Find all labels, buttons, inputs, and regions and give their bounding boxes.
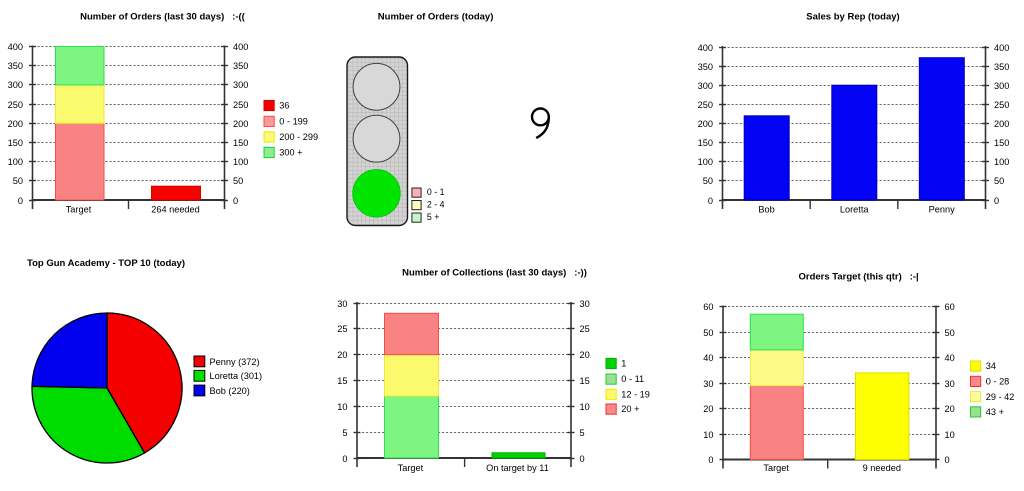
- svg-text:250: 250: [8, 100, 23, 110]
- svg-text:250: 250: [994, 100, 1009, 110]
- svg-text:20: 20: [703, 404, 713, 414]
- svg-text:30: 30: [945, 379, 955, 389]
- svg-text:300: 300: [233, 80, 248, 90]
- svg-text:0: 0: [18, 196, 23, 206]
- svg-text:5: 5: [342, 428, 347, 438]
- svg-text:60: 60: [945, 302, 955, 312]
- svg-text:Target: Target: [763, 463, 789, 473]
- svg-text:36: 36: [279, 101, 289, 111]
- svg-text:200: 200: [233, 119, 248, 129]
- svg-text:30: 30: [703, 379, 713, 389]
- svg-text:43 +: 43 +: [986, 407, 1004, 417]
- svg-text:0: 0: [708, 196, 713, 206]
- svg-text:0 - 28: 0 - 28: [986, 377, 1010, 387]
- svg-text:100: 100: [698, 157, 713, 167]
- svg-text:20 +: 20 +: [621, 404, 639, 414]
- svg-text:Number of Orders (last 30 days: Number of Orders (last 30 days) :-((: [80, 11, 246, 22]
- svg-text:300: 300: [994, 81, 1009, 91]
- svg-text:Sales by Rep (today): Sales by Rep (today): [806, 11, 899, 22]
- svg-text:25: 25: [337, 324, 347, 334]
- svg-text:50: 50: [233, 176, 243, 186]
- svg-text:350: 350: [233, 61, 248, 71]
- svg-text:250: 250: [698, 100, 713, 110]
- svg-text:250: 250: [233, 100, 248, 110]
- svg-text:Target: Target: [66, 205, 92, 215]
- svg-text:0 - 1: 0 - 1: [427, 187, 445, 197]
- svg-text:12 - 19: 12 - 19: [621, 389, 650, 399]
- svg-text:40: 40: [703, 353, 713, 363]
- svg-text:400: 400: [233, 42, 248, 52]
- svg-text:20: 20: [580, 350, 590, 360]
- svg-text:20: 20: [337, 350, 347, 360]
- svg-text:100: 100: [994, 157, 1009, 167]
- svg-text:5: 5: [580, 428, 585, 438]
- svg-text:150: 150: [698, 138, 713, 148]
- svg-text:Penny (372): Penny (372): [210, 357, 260, 367]
- svg-text:34: 34: [986, 361, 996, 371]
- svg-text:350: 350: [994, 62, 1009, 72]
- svg-text:60: 60: [703, 302, 713, 312]
- svg-text:25: 25: [580, 324, 590, 334]
- svg-text:400: 400: [698, 43, 713, 53]
- svg-text:9 needed: 9 needed: [863, 463, 901, 473]
- svg-text:300 +: 300 +: [279, 148, 302, 158]
- svg-text:29 - 42: 29 - 42: [986, 392, 1015, 402]
- svg-text:30: 30: [337, 299, 347, 309]
- svg-text:30: 30: [580, 299, 590, 309]
- svg-text:100: 100: [8, 157, 23, 167]
- svg-text:Bob (220): Bob (220): [210, 386, 250, 396]
- svg-text:200: 200: [698, 119, 713, 129]
- svg-text:264 needed: 264 needed: [151, 205, 200, 215]
- svg-text:50: 50: [703, 176, 713, 186]
- svg-text:0: 0: [342, 454, 347, 464]
- svg-text:Penny: Penny: [929, 205, 955, 215]
- svg-text:10: 10: [337, 402, 347, 412]
- svg-text:0 - 199: 0 - 199: [279, 117, 308, 127]
- svg-text:Orders Target (this qtr) :-|: Orders Target (this qtr) :-|: [799, 271, 919, 282]
- svg-text:0 - 11: 0 - 11: [621, 374, 644, 384]
- svg-text:Bob: Bob: [758, 205, 774, 215]
- svg-text:0: 0: [945, 455, 950, 465]
- svg-text:Number of Orders (today): Number of Orders (today): [378, 11, 494, 22]
- svg-text:0: 0: [708, 455, 713, 465]
- svg-text:100: 100: [233, 157, 248, 167]
- svg-text:20: 20: [945, 404, 955, 414]
- svg-text:150: 150: [8, 138, 23, 148]
- svg-text:350: 350: [8, 61, 23, 71]
- svg-text:On target by 11: On target by 11: [486, 463, 549, 473]
- svg-text:15: 15: [580, 376, 590, 386]
- svg-text:1: 1: [621, 359, 626, 369]
- svg-text:200: 200: [8, 119, 23, 129]
- svg-text:10: 10: [945, 430, 955, 440]
- svg-text:200 - 299: 200 - 299: [279, 132, 318, 142]
- svg-text:2 - 4: 2 - 4: [427, 200, 445, 210]
- svg-text:50: 50: [994, 176, 1004, 186]
- svg-text:50: 50: [945, 328, 955, 338]
- svg-text:150: 150: [233, 138, 248, 148]
- svg-text:400: 400: [994, 43, 1009, 53]
- svg-text:300: 300: [8, 80, 23, 90]
- svg-text:15: 15: [337, 376, 347, 386]
- svg-text:10: 10: [580, 402, 590, 412]
- svg-text:0: 0: [994, 196, 999, 206]
- svg-text:Number of Collections (last 30: Number of Collections (last 30 days) :-)…: [402, 268, 587, 279]
- svg-text:150: 150: [994, 138, 1009, 148]
- svg-text:200: 200: [994, 119, 1009, 129]
- svg-text:Loretta: Loretta: [840, 205, 869, 215]
- svg-text:350: 350: [698, 62, 713, 72]
- svg-text:50: 50: [13, 176, 23, 186]
- svg-text:5 +: 5 +: [427, 212, 439, 222]
- svg-text:40: 40: [945, 353, 955, 363]
- svg-text:0: 0: [233, 196, 238, 206]
- svg-text:Top Gun Academy - TOP 10 (toda: Top Gun Academy - TOP 10 (today): [27, 258, 185, 269]
- svg-text:10: 10: [703, 430, 713, 440]
- svg-text:Target: Target: [398, 463, 424, 473]
- svg-text:0: 0: [580, 454, 585, 464]
- svg-text:400: 400: [8, 42, 23, 52]
- svg-text:Loretta (301): Loretta (301): [210, 371, 263, 381]
- svg-text:300: 300: [698, 81, 713, 91]
- svg-text:50: 50: [703, 328, 713, 338]
